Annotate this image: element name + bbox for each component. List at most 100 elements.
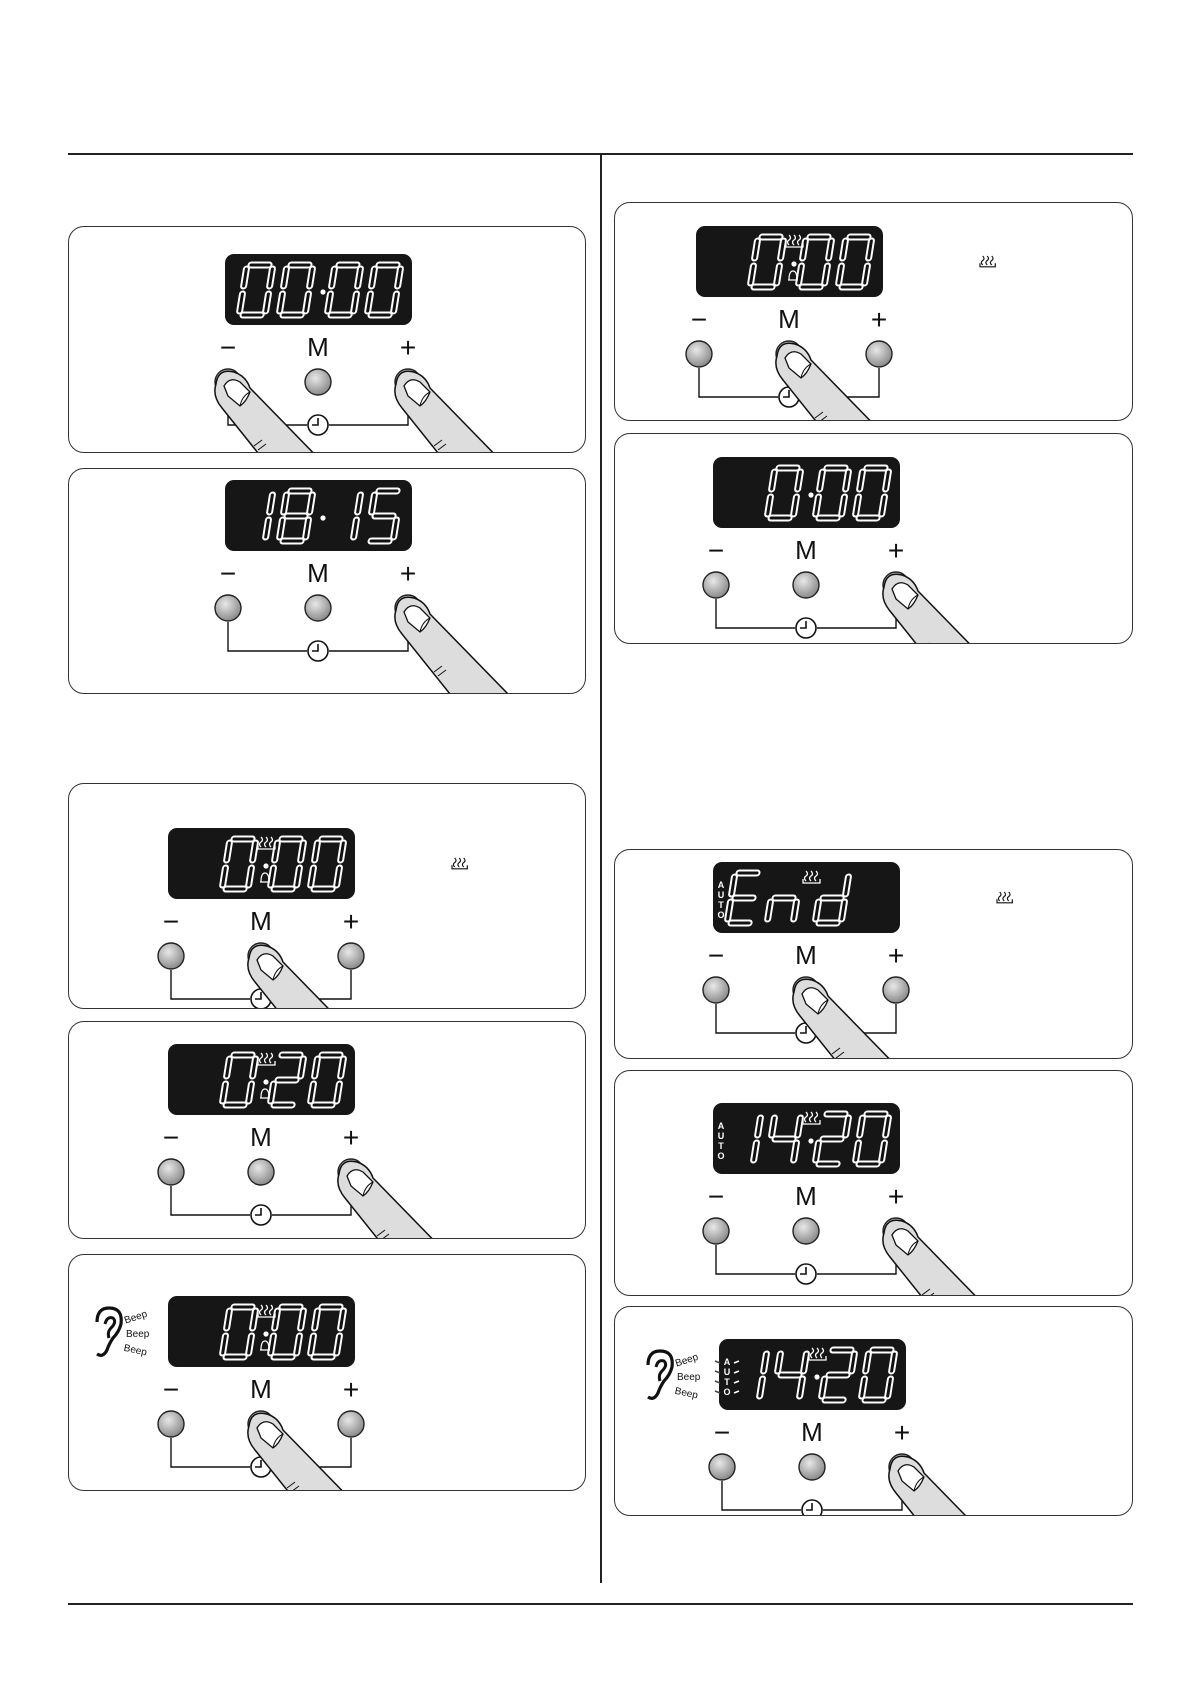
bell-icon	[260, 1088, 270, 1099]
seven-segment-digit	[307, 1303, 347, 1361]
auto-flash-marks	[714, 1360, 740, 1394]
bell-icon	[260, 1340, 270, 1351]
separator-dot	[263, 1079, 269, 1085]
minus-button[interactable]	[214, 594, 242, 622]
auto-indicator: AUTO	[717, 1121, 725, 1161]
seven-segment-digit	[795, 233, 835, 291]
minus-button[interactable]	[702, 1217, 730, 1245]
m-button[interactable]	[792, 571, 820, 599]
seven-segment-digit	[262, 491, 276, 541]
plus-label: +	[342, 906, 360, 937]
m-button[interactable]	[304, 594, 332, 622]
clock-icon	[250, 1204, 272, 1226]
seven-segment-digit	[812, 464, 852, 522]
seven-segment-digit	[756, 1350, 770, 1400]
plus-label: +	[399, 558, 417, 589]
lcd-display	[168, 1044, 355, 1115]
clock-icon	[795, 1263, 817, 1285]
pressing-finger-icon	[792, 978, 890, 1058]
ear-icon	[95, 1306, 123, 1357]
plus-label: +	[887, 940, 905, 971]
seven-segment-digit	[267, 1303, 307, 1361]
auto-indicator: AUTO	[723, 1357, 731, 1397]
seven-segment-digit	[768, 1114, 804, 1164]
m-label: M	[250, 1122, 272, 1152]
minus-label: −	[219, 332, 237, 363]
separator-dot	[814, 1374, 820, 1380]
beep-text: Beep Beep Beep	[674, 1352, 701, 1402]
heat-icon	[802, 870, 821, 884]
minus-button[interactable]	[702, 571, 730, 599]
seven-segment-digit	[267, 1051, 307, 1109]
separator-dot	[808, 1138, 814, 1144]
column-divider	[600, 154, 602, 1583]
minus-button[interactable]	[157, 942, 185, 970]
m-label: M	[250, 1374, 272, 1404]
bell-icon	[260, 872, 270, 883]
svg-text:Beep: Beep	[126, 1329, 150, 1340]
plus-label: +	[893, 1417, 911, 1448]
m-button[interactable]	[304, 368, 332, 396]
minus-button[interactable]	[157, 1158, 185, 1186]
auto-indicator: AUTO	[717, 880, 725, 920]
lcd-display	[713, 457, 900, 528]
clock-icon	[801, 1499, 823, 1515]
m-button[interactable]	[792, 1217, 820, 1245]
pressing-finger-icon	[337, 1160, 433, 1238]
heat-icon	[257, 1304, 276, 1318]
seven-segment-digit	[812, 1110, 852, 1168]
heat-icon	[257, 1052, 276, 1066]
heat-icon	[802, 1111, 821, 1125]
minus-button[interactable]	[708, 1453, 736, 1481]
seven-segment-digit	[350, 491, 364, 541]
pressing-finger-icon	[394, 370, 494, 452]
plus-label: +	[887, 1181, 905, 1212]
seven-segment-digit	[764, 464, 804, 522]
svg-text:Beep: Beep	[674, 1352, 700, 1370]
minus-label: −	[162, 1122, 180, 1153]
m-label: M	[307, 558, 329, 588]
minus-button[interactable]	[157, 1410, 185, 1438]
plus-label: +	[887, 535, 905, 566]
clock-icon	[307, 640, 329, 662]
seven-segment-digit	[750, 1114, 764, 1164]
minus-label: −	[219, 558, 237, 589]
plus-button[interactable]	[882, 976, 910, 1004]
minus-label: −	[690, 304, 708, 335]
lcd-display	[168, 1296, 355, 1367]
minus-label: −	[162, 906, 180, 937]
timer-panel-end-beep: Beep Beep Beep AUTO − M +	[614, 1306, 1133, 1516]
minus-label: −	[713, 1417, 731, 1448]
heat-icon	[808, 1347, 827, 1361]
timer-panel-minute-minder-beep: Beep Beep Beep − M +	[68, 1254, 586, 1491]
heat-icon	[785, 234, 804, 248]
seven-segment-digit	[236, 261, 276, 319]
minus-button[interactable]	[702, 976, 730, 1004]
svg-text:Beep: Beep	[677, 1372, 701, 1383]
m-label: M	[795, 1181, 817, 1211]
minus-label: −	[162, 1374, 180, 1405]
lcd-display	[719, 1339, 906, 1410]
lcd-display	[225, 254, 412, 325]
seven-segment-digit	[276, 261, 316, 319]
seven-segment-digit	[818, 1346, 858, 1404]
seven-segment-digit	[307, 1051, 347, 1109]
plus-button[interactable]	[865, 340, 893, 368]
minus-button[interactable]	[685, 340, 713, 368]
separator-dot	[791, 261, 797, 267]
pressing-finger-icon	[888, 1455, 966, 1515]
plus-button[interactable]	[337, 942, 365, 970]
m-label: M	[801, 1417, 823, 1447]
seven-segment-digit	[858, 1346, 898, 1404]
seven-segment-digit	[324, 261, 364, 319]
lcd-display	[168, 828, 355, 899]
plus-button[interactable]	[337, 1410, 365, 1438]
timer-panel-set-clock-both: − M +	[68, 226, 586, 453]
timer-panel-end-m: AUTO − M +	[614, 849, 1133, 1059]
plus-label: +	[342, 1374, 360, 1405]
m-button[interactable]	[247, 1158, 275, 1186]
pressing-finger-icon	[394, 596, 509, 693]
m-button[interactable]	[798, 1453, 826, 1481]
separator-dot	[320, 515, 326, 521]
separator-dot	[808, 492, 814, 498]
